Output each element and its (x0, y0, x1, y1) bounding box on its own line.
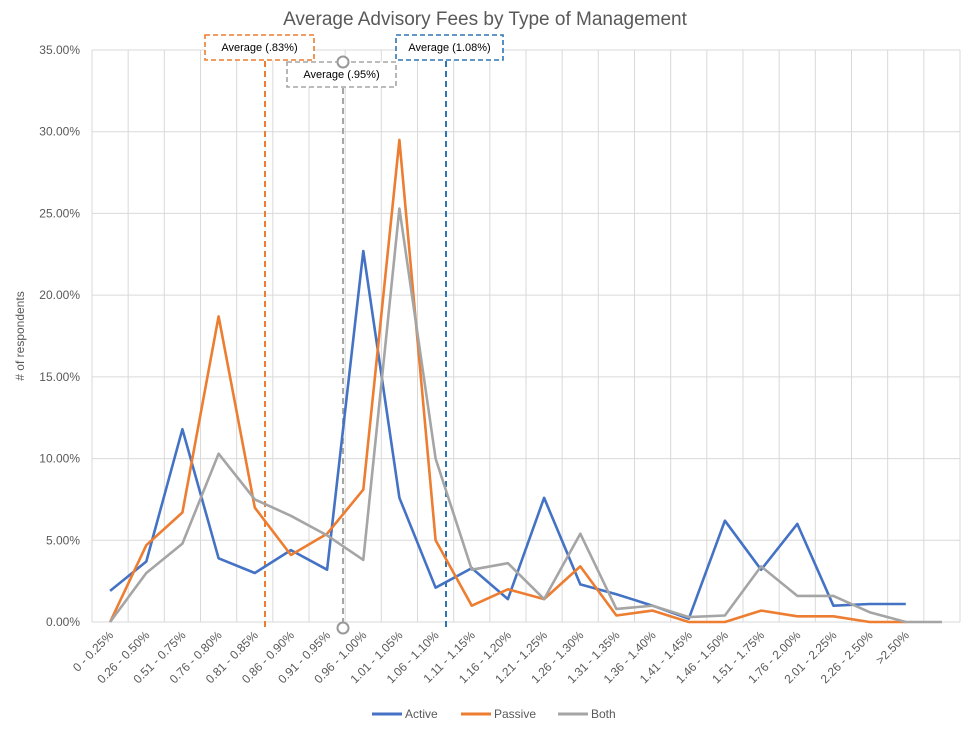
chart-title: Average Advisory Fees by Type of Managem… (283, 9, 688, 30)
y-tick-label: 5.00% (46, 533, 80, 547)
y-tick-label: 30.00% (39, 125, 80, 139)
legend-label-active: Active (405, 707, 438, 721)
average-label: Average (.95%) (303, 69, 379, 81)
average-handle-bottom (336, 621, 350, 635)
y-axis-label: # of respondents (13, 291, 27, 380)
y-tick-label: 0.00% (46, 615, 80, 629)
series-line-passive (108, 138, 906, 624)
average-label: Average (1.08%) (408, 42, 490, 54)
y-tick-label: 25.00% (39, 206, 80, 220)
series-line-active (109, 249, 906, 620)
y-tick-label: 35.00% (39, 43, 80, 57)
average-label-box (395, 34, 504, 61)
x-tick-label: >2.50% (873, 628, 912, 667)
average-label-box (204, 34, 315, 61)
average-label: Average (.83%) (221, 42, 297, 54)
series-line-both (109, 207, 942, 624)
y-tick-label: 20.00% (39, 288, 80, 302)
y-tick-label: 10.00% (39, 452, 80, 466)
average-handle-top (336, 55, 350, 69)
legend-label-passive: Passive (494, 707, 536, 721)
y-tick-label: 15.00% (39, 370, 80, 384)
legend-label-both: Both (591, 707, 616, 721)
